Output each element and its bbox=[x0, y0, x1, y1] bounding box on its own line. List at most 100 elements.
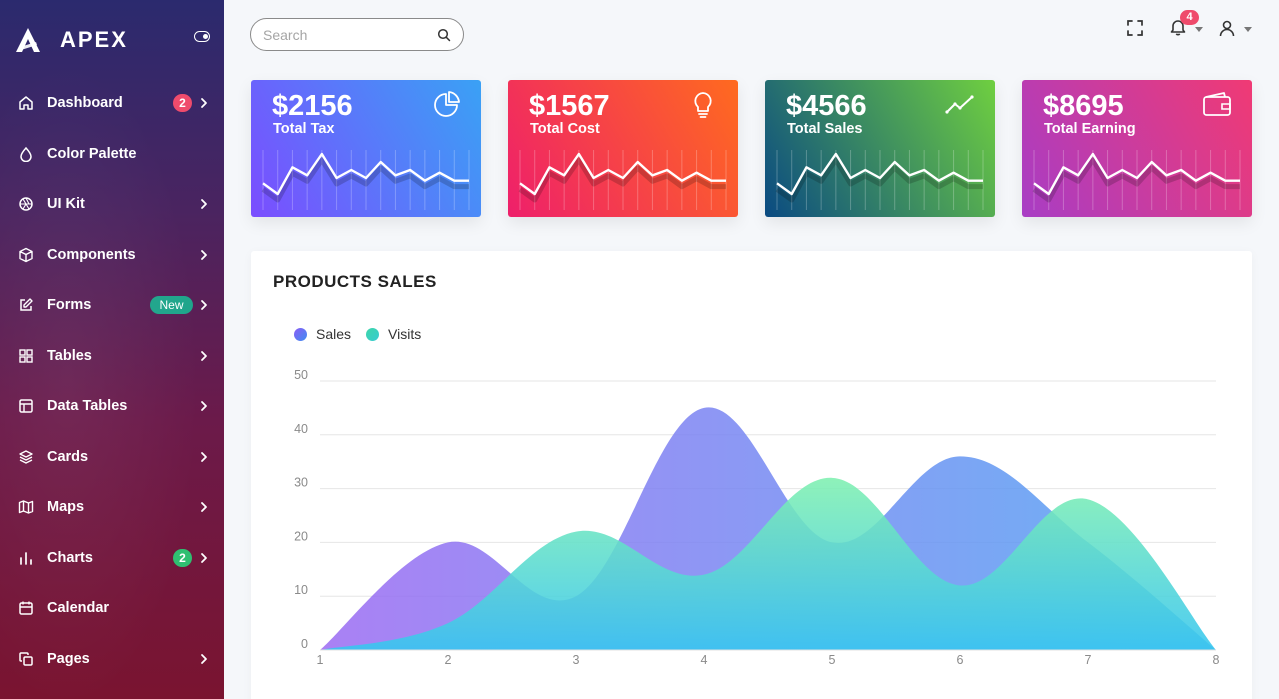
bar-chart-icon bbox=[18, 550, 34, 566]
sidebar-item-label: Data Tables bbox=[47, 398, 128, 415]
stat-value: $4566 bbox=[786, 90, 867, 122]
home-icon bbox=[18, 95, 34, 111]
sparkline-chart bbox=[261, 150, 470, 210]
stat-card-total-cost[interactable]: $1567 Total Cost bbox=[508, 80, 738, 217]
sidebar-item-label: Color Palette bbox=[47, 145, 137, 162]
legend-label: Sales bbox=[316, 326, 352, 342]
stat-card-total-earning[interactable]: $8695 Total Earning bbox=[1022, 80, 1252, 217]
x-tick-label: 3 bbox=[573, 653, 580, 667]
chevron-right-icon bbox=[201, 98, 207, 109]
sparkline-shadow bbox=[518, 157, 726, 203]
droplet-icon bbox=[18, 146, 34, 162]
sidebar-badge: 2 bbox=[173, 548, 192, 567]
sidebar-item-charts[interactable]: Charts 2 bbox=[0, 533, 224, 584]
y-tick-label: 50 bbox=[294, 368, 308, 382]
sidebar-item-label: Charts bbox=[47, 549, 93, 566]
sidebar: APEX Dashboard 2 Color Palette UI Kit Compon… bbox=[0, 0, 224, 699]
notification-badge: 4 bbox=[1180, 10, 1199, 25]
chevron-right-icon bbox=[201, 350, 207, 361]
stat-card-total-tax[interactable]: $2156 Total Tax bbox=[251, 80, 481, 217]
chevron-right-icon bbox=[201, 451, 207, 462]
y-tick-label: 30 bbox=[294, 476, 308, 490]
sparkline-shadow bbox=[1032, 157, 1240, 203]
products-sales-chart: 0 10 20 30 40 50 1 2 3 4 5 6 7 8 bbox=[294, 368, 1220, 667]
sidebar-toggle-icon[interactable] bbox=[194, 31, 210, 42]
sidebar-item-color-palette[interactable]: Color Palette bbox=[0, 129, 224, 180]
stat-label: Total Sales bbox=[787, 121, 863, 137]
x-tick-label: 4 bbox=[701, 653, 708, 667]
search-icon[interactable] bbox=[437, 28, 451, 42]
chevron-right-icon bbox=[201, 653, 207, 664]
chevron-right-icon bbox=[201, 502, 207, 513]
layout-icon bbox=[18, 398, 34, 414]
sparkline-shadow bbox=[261, 157, 469, 203]
sidebar-item-calendar[interactable]: Calendar bbox=[0, 583, 224, 634]
sidebar-item-data-tables[interactable]: Data Tables bbox=[0, 381, 224, 432]
chevron-right-icon bbox=[201, 401, 207, 412]
sparkline-chart bbox=[775, 150, 984, 210]
x-tick-label: 5 bbox=[829, 653, 836, 667]
sidebar-item-tables[interactable]: Tables bbox=[0, 331, 224, 382]
pie-chart-icon bbox=[434, 91, 460, 117]
aperture-icon bbox=[18, 196, 34, 212]
sparkline-line bbox=[519, 152, 726, 196]
sidebar-item-label: Maps bbox=[47, 499, 85, 516]
stat-label: Total Cost bbox=[530, 121, 600, 137]
stat-label: Total Earning bbox=[1044, 121, 1136, 137]
legend-item-visits[interactable]: Visits bbox=[366, 326, 421, 342]
sparkline-line bbox=[776, 152, 983, 196]
products-sales-panel: PRODUCTS SALES Sales Visits 0 10 20 30 40 50 1… bbox=[251, 251, 1252, 699]
sidebar-item-pages[interactable]: Pages bbox=[0, 634, 224, 685]
stat-card-total-sales[interactable]: $4566 Total Sales bbox=[765, 80, 995, 217]
chart-legend: Sales Visits bbox=[294, 326, 436, 342]
y-tick-label: 20 bbox=[294, 529, 308, 543]
x-tick-label: 8 bbox=[1213, 653, 1220, 667]
sidebar-item-forms[interactable]: Forms New bbox=[0, 280, 224, 331]
sidebar-item-label: Dashboard bbox=[47, 95, 123, 112]
y-tick-label: 0 bbox=[301, 637, 308, 651]
sidebar-item-label: Forms bbox=[47, 297, 92, 314]
brand-name: APEX bbox=[60, 27, 128, 52]
sidebar-item-ui-kit[interactable]: UI Kit bbox=[0, 179, 224, 230]
series-area-visits[interactable] bbox=[320, 477, 1216, 650]
box-icon bbox=[18, 247, 34, 263]
x-tick-label: 6 bbox=[957, 653, 964, 667]
sparkline-line bbox=[1033, 152, 1240, 196]
stat-label: Total Tax bbox=[273, 121, 335, 137]
y-tick-label: 10 bbox=[294, 583, 308, 597]
sparkline-shadow bbox=[775, 157, 983, 203]
legend-label: Visits bbox=[388, 326, 422, 342]
calendar-icon bbox=[18, 600, 34, 616]
sidebar-item-label: Cards bbox=[47, 448, 89, 465]
x-tick-label: 1 bbox=[317, 653, 324, 667]
sidebar-badge: New bbox=[150, 296, 193, 315]
legend-dot-visits bbox=[366, 327, 380, 341]
x-tick-label: 7 bbox=[1085, 653, 1092, 667]
chevron-right-icon bbox=[201, 300, 207, 311]
sparkline-line bbox=[262, 152, 469, 196]
user-icon[interactable] bbox=[1218, 19, 1236, 37]
sidebar-item-cards[interactable]: Cards bbox=[0, 432, 224, 483]
search-input[interactable] bbox=[263, 26, 433, 43]
map-icon bbox=[18, 499, 34, 515]
chevron-down-icon[interactable] bbox=[1195, 27, 1203, 32]
fullscreen-icon[interactable] bbox=[1126, 19, 1144, 37]
brand[interactable]: APEX bbox=[14, 26, 128, 54]
edit-icon bbox=[18, 297, 34, 313]
chevron-down-icon[interactable] bbox=[1244, 27, 1252, 32]
x-tick-label: 2 bbox=[445, 653, 452, 667]
sidebar-item-dashboard[interactable]: Dashboard 2 bbox=[0, 78, 224, 129]
sidebar-badge: 2 bbox=[173, 94, 192, 113]
sidebar-item-label: Pages bbox=[47, 650, 90, 667]
chevron-right-icon bbox=[201, 199, 207, 210]
sidebar-item-maps[interactable]: Maps bbox=[0, 482, 224, 533]
lightbulb-icon bbox=[694, 92, 712, 118]
sidebar-item-components[interactable]: Components bbox=[0, 230, 224, 281]
legend-item-sales[interactable]: Sales bbox=[294, 326, 351, 342]
chevron-right-icon bbox=[201, 552, 207, 563]
panel-title: PRODUCTS SALES bbox=[273, 272, 437, 291]
chevron-right-icon bbox=[201, 249, 207, 260]
apex-logo-icon bbox=[16, 28, 40, 52]
sidebar-nav: Dashboard 2 Color Palette UI Kit Components F… bbox=[0, 78, 224, 684]
sidebar-item-label: Calendar bbox=[47, 600, 110, 617]
